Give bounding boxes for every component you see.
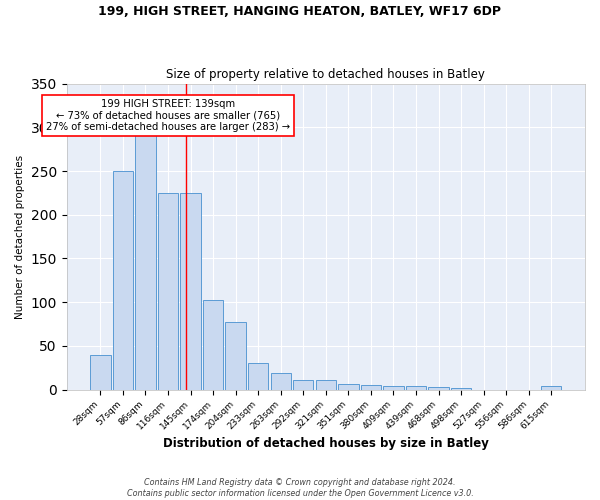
Text: 199, HIGH STREET, HANGING HEATON, BATLEY, WF17 6DP: 199, HIGH STREET, HANGING HEATON, BATLEY… <box>98 5 502 18</box>
Bar <box>451 388 471 390</box>
Bar <box>203 300 223 390</box>
Bar <box>113 171 133 390</box>
Bar <box>428 387 449 390</box>
X-axis label: Distribution of detached houses by size in Batley: Distribution of detached houses by size … <box>163 437 489 450</box>
Bar <box>541 386 562 390</box>
Title: Size of property relative to detached houses in Batley: Size of property relative to detached ho… <box>166 68 485 81</box>
Bar <box>226 322 246 390</box>
Bar <box>136 132 155 390</box>
Bar <box>338 384 359 390</box>
Bar <box>181 193 200 390</box>
Bar <box>158 193 178 390</box>
Bar <box>293 380 313 390</box>
Bar <box>248 364 268 390</box>
Bar <box>361 386 381 390</box>
Bar <box>90 354 110 390</box>
Bar <box>383 386 404 390</box>
Bar <box>271 373 291 390</box>
Y-axis label: Number of detached properties: Number of detached properties <box>15 154 25 318</box>
Text: Contains HM Land Registry data © Crown copyright and database right 2024.
Contai: Contains HM Land Registry data © Crown c… <box>127 478 473 498</box>
Bar <box>406 386 426 390</box>
Text: 199 HIGH STREET: 139sqm
← 73% of detached houses are smaller (765)
27% of semi-d: 199 HIGH STREET: 139sqm ← 73% of detache… <box>46 99 290 132</box>
Bar <box>316 380 336 390</box>
